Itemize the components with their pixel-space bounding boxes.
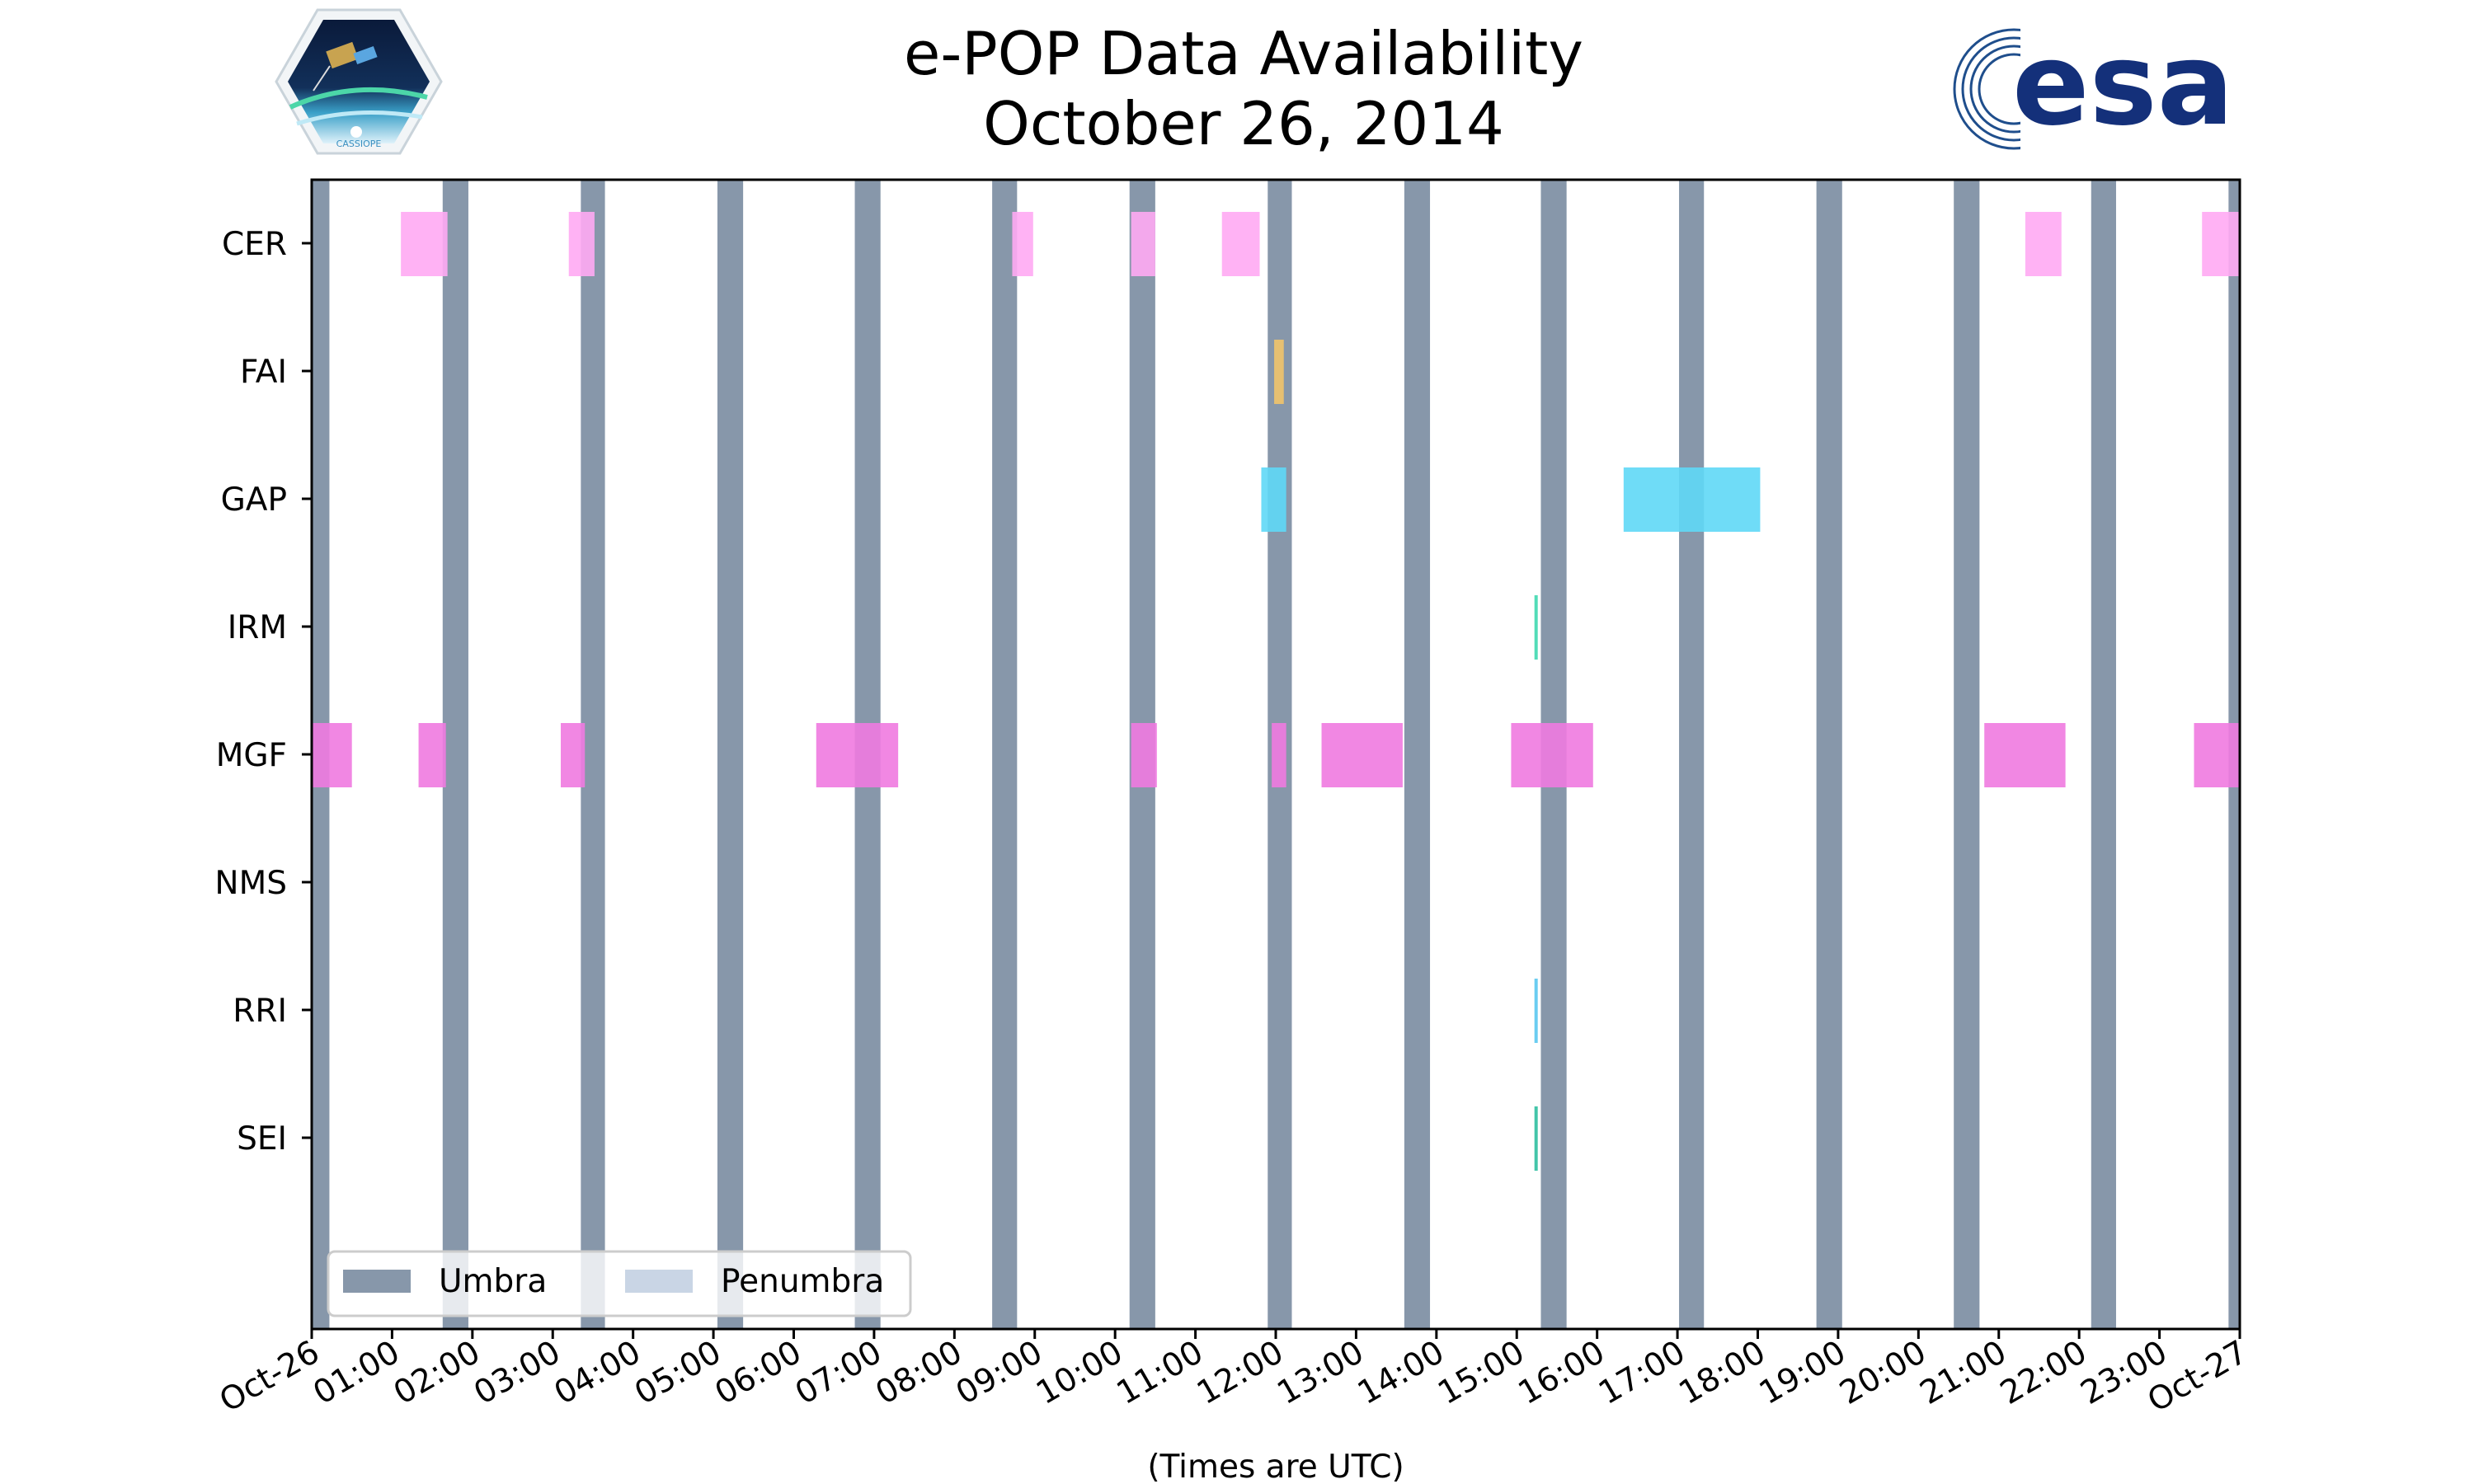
- x-tick-label: 08:00: [869, 1334, 968, 1412]
- x-tick-label: 16:00: [1512, 1334, 1611, 1412]
- segment-cer: [1221, 212, 1260, 276]
- esa-logo-text: esa: [2012, 18, 2234, 151]
- x-tick-label: 09:00: [950, 1334, 1049, 1412]
- legend-umbra-label: Umbra: [439, 1263, 547, 1300]
- segment-sei: [1534, 1106, 1538, 1171]
- cassiope-logo-text: CASSIOPE: [336, 139, 382, 149]
- umbra-bar: [1679, 180, 1705, 1329]
- umbra-bar: [581, 180, 605, 1329]
- segment-mgf: [1131, 723, 1157, 787]
- segment-mgf: [1984, 723, 2066, 787]
- segment-cer: [568, 212, 595, 276]
- x-tick-label: 18:00: [1673, 1334, 1772, 1412]
- umbra-bar: [1954, 180, 1980, 1329]
- x-tick-label: 22:00: [1994, 1334, 2093, 1412]
- segment-layer: [312, 212, 2240, 1171]
- segment-cer: [1012, 212, 1033, 276]
- legend: Umbra Penumbra: [327, 1250, 912, 1317]
- x-tick-label: 21:00: [1914, 1334, 2013, 1412]
- x-tick-label: 20:00: [1833, 1334, 1932, 1412]
- segment-fai: [1274, 340, 1284, 404]
- chart-title-line-2: October 26, 2014: [983, 89, 1504, 158]
- x-tick-label: 05:00: [628, 1334, 727, 1412]
- x-tick-label: 12:00: [1191, 1334, 1290, 1412]
- x-axis-label: (Times are UTC): [1147, 1449, 1404, 1484]
- umbra-bar: [992, 180, 1018, 1329]
- y-tick-label-mgf: MGF: [216, 737, 287, 774]
- umbra-bar: [2091, 180, 2116, 1329]
- segment-irm: [1534, 595, 1538, 660]
- segment-rri: [1534, 979, 1538, 1043]
- x-tick-label: 03:00: [468, 1334, 567, 1412]
- legend-umbra-swatch: [343, 1270, 411, 1293]
- esa-logo: esa: [1953, 18, 2234, 157]
- umbra-bar: [442, 180, 468, 1329]
- legend-penumbra-label: Penumbra: [721, 1263, 884, 1300]
- umbra-bar: [1816, 180, 1842, 1329]
- y-tick-label-gap: GAP: [221, 481, 287, 519]
- segment-gap: [1261, 467, 1286, 532]
- y-tick-label-rri: RRI: [233, 993, 287, 1030]
- segment-mgf: [418, 723, 446, 787]
- x-tick-label: 10:00: [1030, 1334, 1129, 1412]
- y-tick-label-irm: IRM: [228, 609, 287, 646]
- umbra-bar: [717, 180, 744, 1329]
- segment-cer: [1131, 212, 1155, 276]
- y-tick-label-sei: SEI: [237, 1120, 287, 1158]
- x-tick-label: 11:00: [1111, 1334, 1210, 1412]
- segment-mgf: [816, 723, 899, 787]
- x-tick-label: 13:00: [1272, 1334, 1371, 1412]
- legend-penumbra-swatch: [625, 1270, 693, 1293]
- y-tick-label-cer: CER: [222, 226, 287, 263]
- x-tick-label: 01:00: [308, 1334, 407, 1412]
- x-tick-label: 04:00: [548, 1334, 647, 1412]
- x-tick-label: Oct-26: [214, 1334, 326, 1421]
- segment-gap: [1623, 467, 1761, 532]
- y-tick-label-fai: FAI: [240, 354, 287, 391]
- x-tick-label: 02:00: [388, 1334, 487, 1412]
- umbra-layer: [312, 180, 2240, 1329]
- segment-cer: [2025, 212, 2062, 276]
- x-tick-label: 07:00: [789, 1334, 888, 1412]
- x-tick-label: 14:00: [1352, 1334, 1451, 1412]
- x-axis: Oct-2601:0002:0003:0004:0005:0006:0007:0…: [214, 1329, 2254, 1420]
- y-tick-label-nms: NMS: [214, 865, 287, 902]
- segment-cer: [401, 212, 448, 276]
- cassiope-logo: CASSIOPE: [275, 8, 443, 155]
- segment-mgf: [560, 723, 586, 787]
- segment-mgf: [312, 723, 352, 787]
- segment-mgf: [1511, 723, 1593, 787]
- x-tick-label: 17:00: [1592, 1334, 1691, 1412]
- segment-mgf: [1321, 723, 1403, 787]
- chart-title-line-1: e-POP Data Availability: [904, 19, 1583, 88]
- y-axis: CER FAI GAP IRM MGF NMS RRI SEI: [214, 226, 312, 1158]
- legend-box: [327, 1250, 912, 1317]
- x-tick-label: 15:00: [1432, 1334, 1531, 1412]
- segment-cer: [2202, 212, 2240, 276]
- x-tick-label: 19:00: [1753, 1334, 1852, 1412]
- umbra-bar: [1404, 180, 1431, 1329]
- segment-mgf: [1272, 723, 1286, 787]
- segment-mgf: [2194, 723, 2240, 787]
- x-tick-label: 06:00: [709, 1334, 808, 1412]
